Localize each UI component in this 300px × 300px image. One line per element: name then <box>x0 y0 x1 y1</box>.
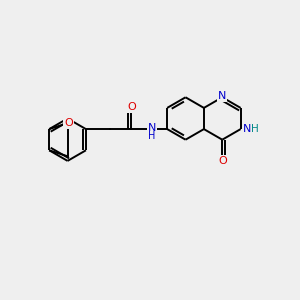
Text: H: H <box>251 124 259 134</box>
Text: O: O <box>64 118 73 128</box>
Text: N: N <box>148 123 156 133</box>
Text: O: O <box>218 156 226 166</box>
Text: O: O <box>127 102 136 112</box>
Text: N: N <box>243 124 251 134</box>
Text: N: N <box>218 91 226 101</box>
Text: H: H <box>148 131 156 142</box>
